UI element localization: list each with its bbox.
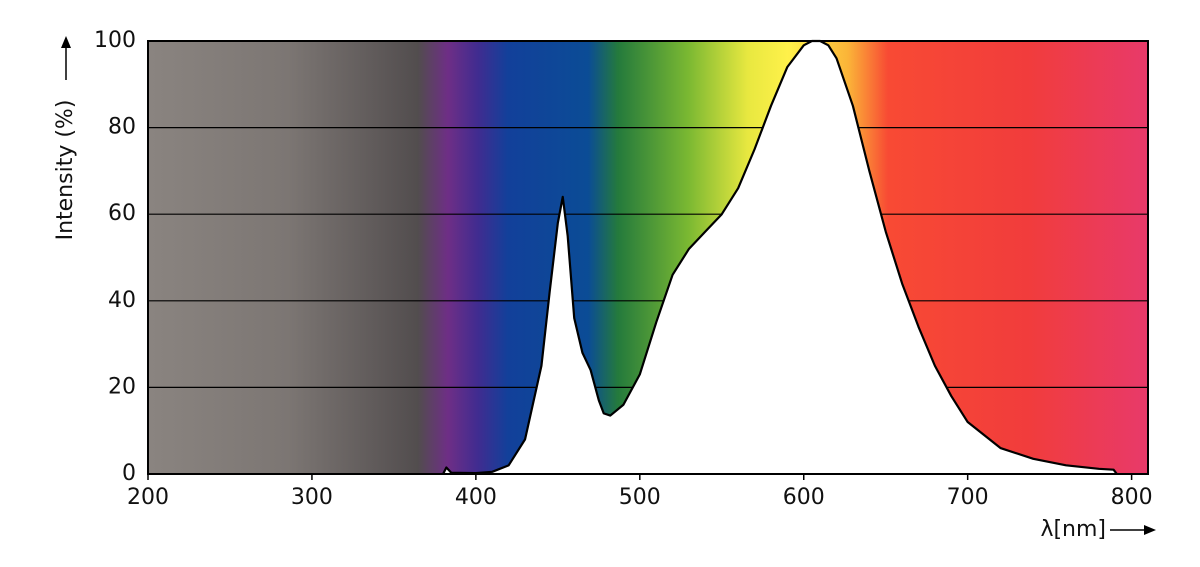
y-axis-arrow (61, 36, 71, 80)
y-tick-label: 20 (108, 374, 136, 399)
x-axis-label: λ[nm] (1040, 517, 1106, 542)
spectrum-curve (442, 39, 1118, 475)
y-tick-label: 40 (108, 288, 136, 313)
x-tick-label: 300 (291, 485, 333, 510)
x-tick-label: 600 (783, 485, 825, 510)
y-tick-label: 0 (122, 461, 136, 486)
x-tick-label: 500 (619, 485, 661, 510)
x-axis-arrow (1110, 525, 1156, 535)
y-tick-label: 60 (108, 201, 136, 226)
x-tick-label: 200 (127, 485, 169, 510)
y-tick-label: 80 (108, 115, 136, 140)
x-tick-label: 400 (455, 485, 497, 510)
plot-frame (147, 40, 1149, 475)
x-tick-label: 800 (1111, 485, 1153, 510)
x-tick-label: 700 (947, 485, 989, 510)
y-tick-label: 100 (94, 28, 136, 53)
y-axis-label: Intensity (%) (53, 100, 78, 241)
